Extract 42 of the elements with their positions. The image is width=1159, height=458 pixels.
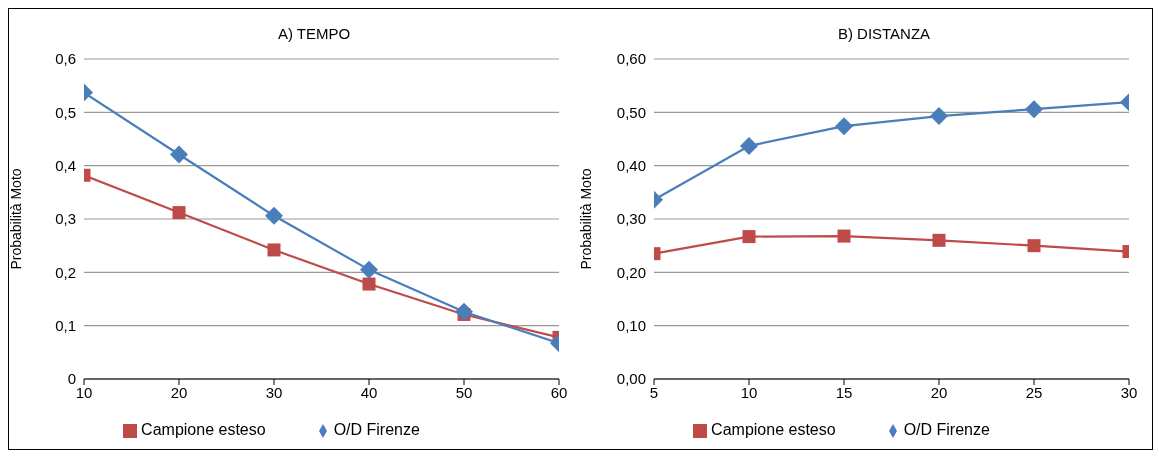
x-tick-label: 30 [265,383,283,401]
legend-label: O/D Firenze [903,421,990,438]
y-tick-label: 0,3 [55,210,76,228]
point [835,117,853,136]
chart-title: A) TEMPO [276,25,352,42]
legend-label: Campione esteso [711,421,836,438]
chart-title: B) DISTANZA [836,25,932,42]
point [265,206,283,225]
point [930,107,948,126]
x-tick-label: 40 [360,383,378,401]
y-axis-title: Probabilità Moto [577,168,594,270]
x-tick-label: 25 [1025,383,1043,401]
y-tick-label: 0,50 [616,103,646,121]
y-axis-title: Probabilità Moto [7,168,24,270]
y-tick-label: 0,1 [55,316,76,334]
point [932,233,946,247]
x-tick-label: 20 [930,383,948,401]
x-tick-label: 10 [75,383,93,401]
x-tick-label: 20 [170,383,188,401]
legend-label: O/D Firenze [333,421,420,438]
y-tick-label: 0,40 [616,156,646,174]
x-tick-label: 30 [1120,383,1138,401]
y-tick-label: 0,00 [616,370,646,388]
legend-label: Campione esteso [141,421,266,438]
y-tick-label: 0,10 [616,316,646,334]
y-tick-label: 0,5 [55,103,76,121]
y-tick-label: 0,20 [616,263,646,281]
y-tick-label: 0,4 [55,156,76,174]
y-tick-label: 0 [67,370,76,388]
point [360,260,378,279]
y-tick-label: 0,60 [616,50,646,68]
x-tick-label: 15 [835,383,853,401]
point [362,277,376,291]
x-tick-label: 10 [740,383,758,401]
y-tick-label: 0,2 [55,263,76,281]
point [837,229,851,243]
point [267,243,281,257]
y-tick-label: 0,6 [55,50,76,68]
x-tick-label: 5 [649,383,659,401]
y-tick-label: 0,30 [616,210,646,228]
x-tick-label: 60 [550,383,568,401]
x-tick-label: 50 [455,383,473,401]
